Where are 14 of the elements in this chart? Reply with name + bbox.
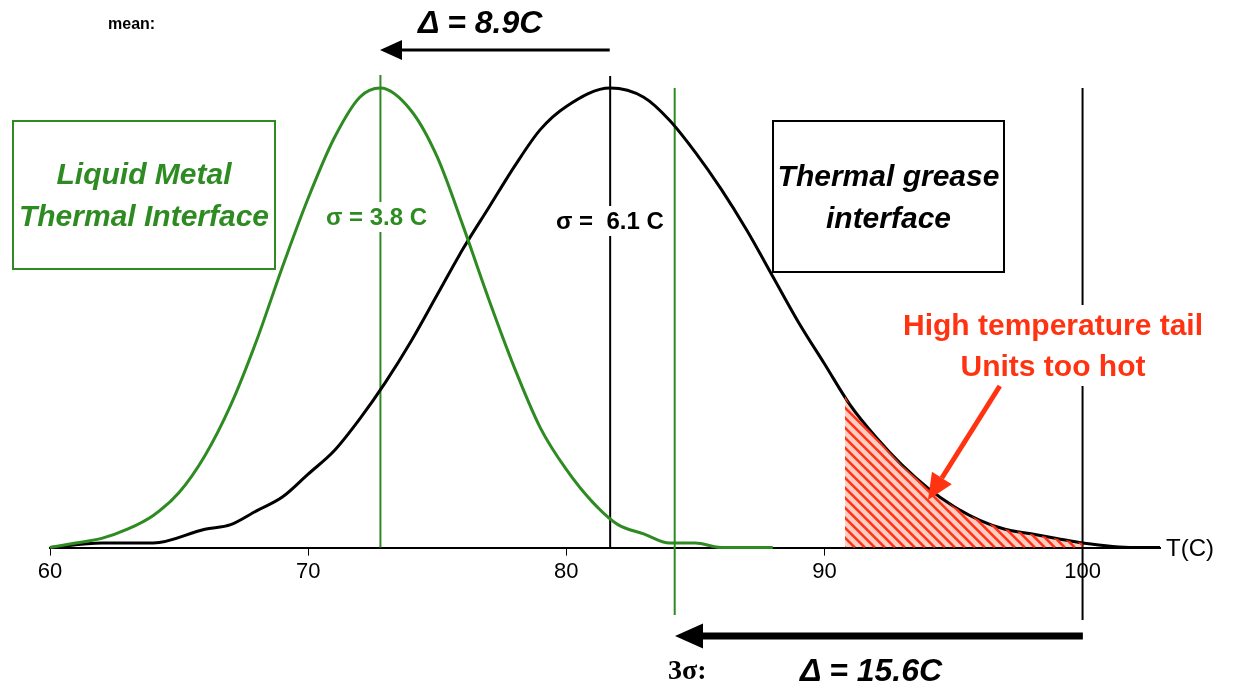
series-label: Thermal grease interface [772, 120, 1005, 273]
text: mean: [108, 14, 156, 34]
text: Δ = 8.9C [418, 2, 543, 42]
x-tick-label: 60 [37, 557, 63, 583]
text: 3σ: [668, 652, 707, 687]
annotation: σ = 6.1 C [556, 206, 664, 236]
x-axis-title: T(C) [1166, 534, 1214, 562]
annotation: σ = 3.8 C [326, 202, 428, 232]
x-tick-label: 70 [295, 557, 321, 583]
x-tick-label: 80 [554, 557, 579, 583]
annotation: High temperature tail Units too hot [866, 305, 1240, 386]
x-tick-label: 90 [812, 557, 837, 583]
series-label: Liquid Metal Thermal Interface [12, 120, 276, 270]
text: Δ = 15.6C [800, 650, 943, 690]
